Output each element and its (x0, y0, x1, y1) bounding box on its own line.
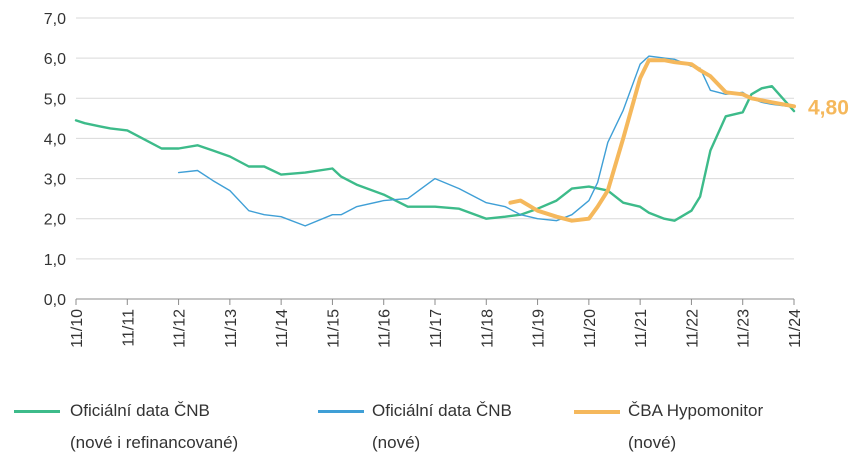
legend-label-cnb-all-line2: (nové i refinancované) (70, 433, 239, 452)
y-tick-label-4: 4,0 (44, 131, 66, 148)
x-tick-label-8: 11/18 (479, 309, 496, 348)
gridlines (76, 17, 794, 260)
x-tick-label-5: 11/15 (325, 309, 342, 348)
legend-swatch-cnb-all (14, 410, 60, 413)
y-tick-label-2: 2,0 (44, 212, 66, 229)
x-tick-label-7: 11/17 (428, 309, 445, 348)
legend-label-cnb-new-line1: Oficiální data ČNB (372, 401, 512, 420)
series-line-2 (508, 58, 796, 223)
y-tick-label-3: 3,0 (44, 172, 66, 189)
end-value-label: 4,80 (808, 96, 849, 119)
series-line-1 (177, 55, 795, 227)
line-chart: 0,0 1,0 2,0 3,0 4,0 5,0 6,0 7,0 11/10 11/11 11/12 1… (44, 11, 849, 348)
axes (75, 298, 795, 305)
series-line-0 (74, 84, 796, 222)
x-tick-label-0: 11/10 (69, 309, 86, 348)
y-tick-label-7: 7,0 (44, 11, 66, 28)
legend-label-cnb-new-line2: (nové) (372, 433, 421, 452)
series-lines (74, 55, 796, 227)
x-tick-label-6: 11/16 (377, 309, 394, 348)
x-tick-label-10: 11/20 (582, 309, 599, 348)
legend-label-cba-line1: ČBA Hypomonitor (628, 401, 764, 420)
tick-labels: 0,0 1,0 2,0 3,0 4,0 5,0 6,0 7,0 11/10 11/11 11/12 1… (44, 11, 849, 348)
x-tick-label-13: 11/23 (736, 309, 753, 348)
x-tick-label-4: 11/14 (274, 309, 291, 348)
y-tick-label-1: 1,0 (44, 252, 66, 269)
x-tick-label-12: 11/22 (684, 309, 701, 348)
y-tick-label-0: 0,0 (44, 292, 66, 309)
legend-swatch-cba (574, 410, 620, 414)
x-tick-label-9: 11/19 (531, 309, 548, 348)
y-tick-label-6: 6,0 (44, 51, 66, 68)
legend-label-cba-line2: (nové) (628, 433, 677, 452)
x-tick-label-1: 11/11 (120, 309, 137, 347)
x-tick-label-11: 11/21 (633, 309, 650, 348)
y-tick-label-5: 5,0 (44, 91, 66, 108)
x-tick-label-2: 11/12 (172, 309, 189, 348)
legend-swatch-cnb-new (318, 410, 364, 413)
legend: Oficiální data ČNB (nové i refinancované… (0, 396, 860, 472)
x-tick-label-3: 11/13 (223, 309, 240, 348)
legend-label-cnb-all-line1: Oficiální data ČNB (70, 401, 210, 420)
x-tick-label-14: 11/24 (787, 309, 804, 348)
